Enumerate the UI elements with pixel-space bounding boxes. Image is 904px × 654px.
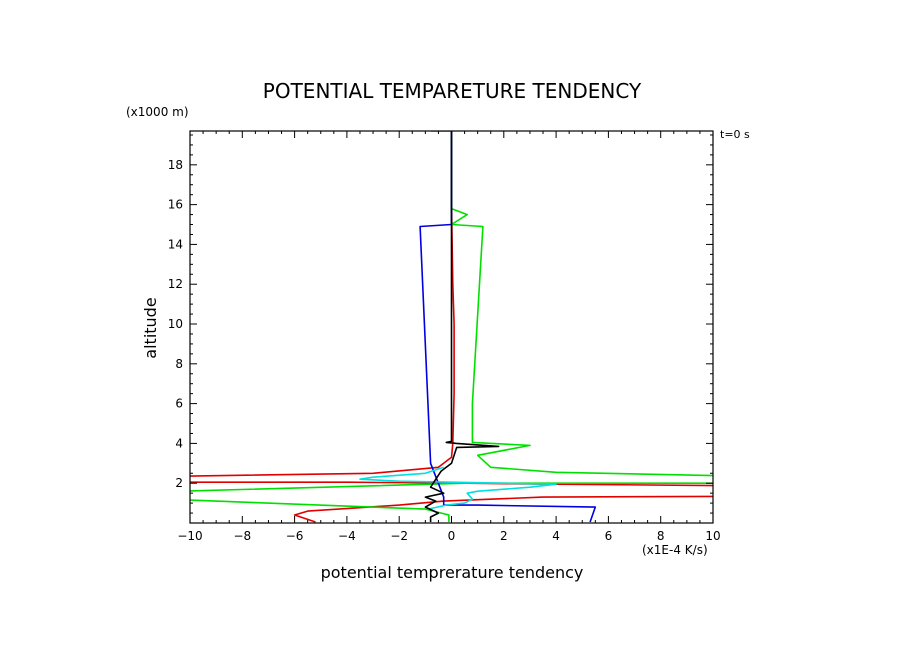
series-layer <box>190 131 713 523</box>
series-line-green <box>190 131 713 522</box>
x-tick-label: −6 <box>286 529 304 543</box>
x-tick-label: 2 <box>500 529 508 543</box>
tick-layer: −10 −8 −6 −4 −2 0 2 4 6 8 10 2 4 6 8 10 12 14 16 18 <box>168 131 721 543</box>
y-tick-label: 6 <box>175 397 183 411</box>
y-tick-label: 16 <box>168 198 183 212</box>
x-units-label: (x1E-4 K/s) <box>642 543 708 557</box>
x-tick-label: 0 <box>448 529 456 543</box>
x-tick-label: −4 <box>338 529 356 543</box>
x-tick-label: −8 <box>233 529 251 543</box>
y-tick-label: 4 <box>175 436 183 450</box>
y-tick-label: 18 <box>168 158 183 172</box>
series-line-cyan <box>359 466 557 510</box>
x-axis-label: potential temprerature tendency <box>321 563 584 582</box>
chart-title: POTENTIAL TEMPARETURE TENDENCY <box>263 79 642 103</box>
y-tick-label: 10 <box>168 317 183 331</box>
x-tick-label: 4 <box>552 529 560 543</box>
series-line-red <box>190 131 713 523</box>
y-tick-label: 14 <box>168 237 183 251</box>
y-tick-label: 8 <box>175 357 183 371</box>
y-axis-label: altitude <box>141 297 160 358</box>
x-tick-label: 8 <box>657 529 665 543</box>
y-tick-label: 12 <box>168 277 183 291</box>
series-line-blue <box>419 131 597 523</box>
time-label: t=0 s <box>720 128 750 141</box>
y-tick-label: 2 <box>175 476 183 490</box>
x-tick-label: −10 <box>177 529 202 543</box>
x-tick-label: 10 <box>705 529 720 543</box>
series-line-black <box>424 131 500 522</box>
plot-frame <box>189 130 714 524</box>
y-units-label: (x1000 m) <box>126 105 189 119</box>
x-tick-label: −2 <box>390 529 408 543</box>
x-tick-label: 6 <box>605 529 613 543</box>
